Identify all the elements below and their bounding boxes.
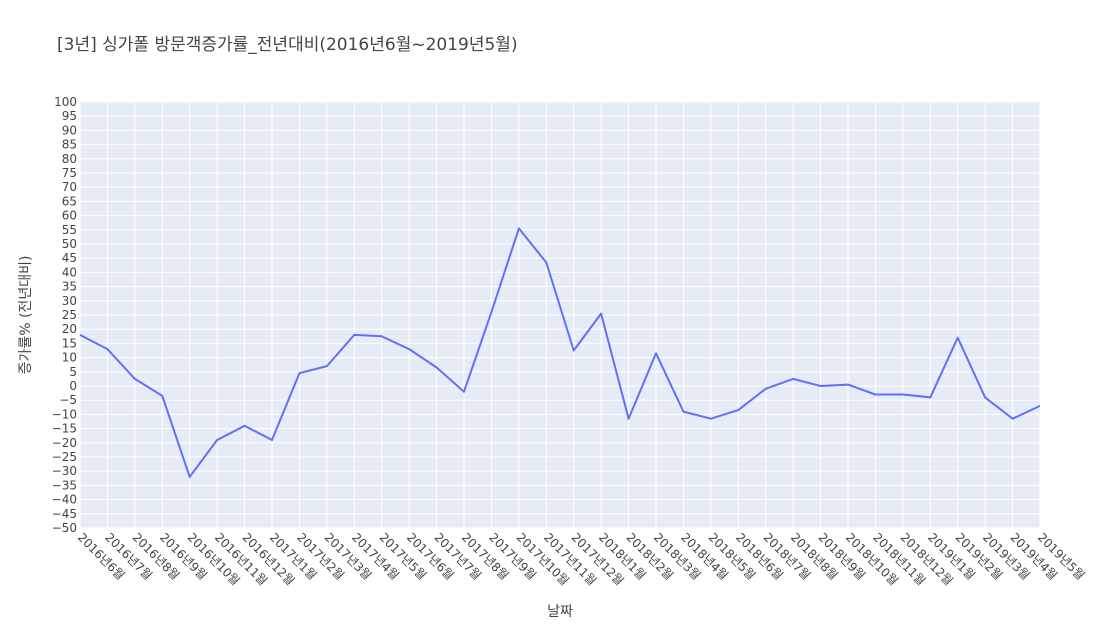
y-tick-label: 0 — [69, 379, 77, 393]
data-point[interactable] — [379, 333, 385, 339]
y-tick-label: 70 — [62, 180, 77, 194]
data-point[interactable] — [790, 376, 796, 382]
chart-title: [3년] 싱가폴 방문객증가률_전년대비(2016년6월~2019년5월) — [57, 35, 518, 55]
y-tick-label: 15 — [62, 336, 77, 350]
data-point[interactable] — [324, 363, 330, 369]
data-point[interactable] — [488, 309, 494, 315]
data-point[interactable] — [653, 350, 659, 356]
data-point[interactable] — [900, 392, 906, 398]
data-point[interactable] — [680, 409, 686, 415]
y-tick-label: 40 — [62, 265, 77, 279]
y-tick-label: −50 — [52, 521, 77, 535]
series-line — [79, 227, 1041, 478]
y-tick-label: 90 — [62, 123, 77, 137]
y-tick-label: 5 — [69, 365, 77, 379]
data-point[interactable] — [296, 370, 302, 376]
data-point[interactable] — [214, 437, 220, 443]
y-tick-label: 60 — [62, 209, 77, 223]
data-point[interactable] — [1010, 416, 1016, 422]
y-tick-label: 80 — [62, 152, 77, 166]
data-point[interactable] — [242, 423, 248, 429]
data-point[interactable] — [845, 382, 851, 388]
grid-lines — [79, 101, 1041, 529]
data-point[interactable] — [187, 474, 193, 480]
data-point[interactable] — [708, 416, 714, 422]
y-tick-label: 100 — [54, 95, 77, 109]
x-axis-title: 날짜 — [547, 604, 573, 620]
data-point[interactable] — [104, 346, 110, 352]
data-point[interactable] — [763, 386, 769, 392]
y-tick-label: −20 — [52, 436, 77, 450]
y-tick-label: 20 — [62, 322, 77, 336]
y-tick-label: 75 — [62, 166, 77, 180]
y-tick-label: 10 — [62, 351, 77, 365]
y-tick-label: 95 — [62, 109, 77, 123]
data-point[interactable] — [598, 311, 604, 317]
y-tick-label: 35 — [62, 280, 77, 294]
data-point[interactable] — [571, 348, 577, 354]
data-point[interactable] — [872, 392, 878, 398]
data-point[interactable] — [1037, 403, 1043, 409]
data-point[interactable] — [132, 376, 138, 382]
y-tick-label: 85 — [62, 138, 77, 152]
data-point[interactable] — [735, 407, 741, 413]
data-point[interactable] — [77, 332, 83, 338]
y-tick-label: 50 — [62, 237, 77, 251]
data-point[interactable] — [543, 259, 549, 265]
data-point[interactable] — [818, 383, 824, 389]
data-point[interactable] — [626, 416, 632, 422]
data-point[interactable] — [516, 225, 522, 231]
data-point[interactable] — [982, 394, 988, 400]
y-tick-label: 65 — [62, 194, 77, 208]
y-tick-label: −45 — [52, 507, 77, 521]
y-tick-label: −40 — [52, 493, 77, 507]
data-point[interactable] — [955, 335, 961, 341]
y-axis-title: 증가률% (전년대비) — [18, 256, 34, 375]
series-layer — [77, 225, 1043, 480]
y-tick-label: −25 — [52, 450, 77, 464]
data-point[interactable] — [927, 394, 933, 400]
y-tick-label: 25 — [62, 308, 77, 322]
data-point[interactable] — [461, 389, 467, 395]
y-tick-label: 30 — [62, 294, 77, 308]
data-point[interactable] — [351, 332, 357, 338]
data-point[interactable] — [434, 365, 440, 371]
data-point[interactable] — [406, 346, 412, 352]
y-axis-ticks: −50−45−40−35−30−25−20−15−10−505101520253… — [52, 95, 77, 535]
y-tick-label: −30 — [52, 464, 77, 478]
y-tick-label: −5 — [59, 393, 77, 407]
y-tick-label: −10 — [52, 407, 77, 421]
x-axis-ticks: 2016년6월2016년7월2016년8월2016년9월2016년10월2016… — [75, 530, 1088, 588]
y-tick-label: −35 — [52, 478, 77, 492]
data-point[interactable] — [269, 437, 275, 443]
y-tick-label: 45 — [62, 251, 77, 265]
data-point[interactable] — [159, 393, 165, 399]
y-tick-label: −15 — [52, 422, 77, 436]
y-tick-label: 55 — [62, 223, 77, 237]
